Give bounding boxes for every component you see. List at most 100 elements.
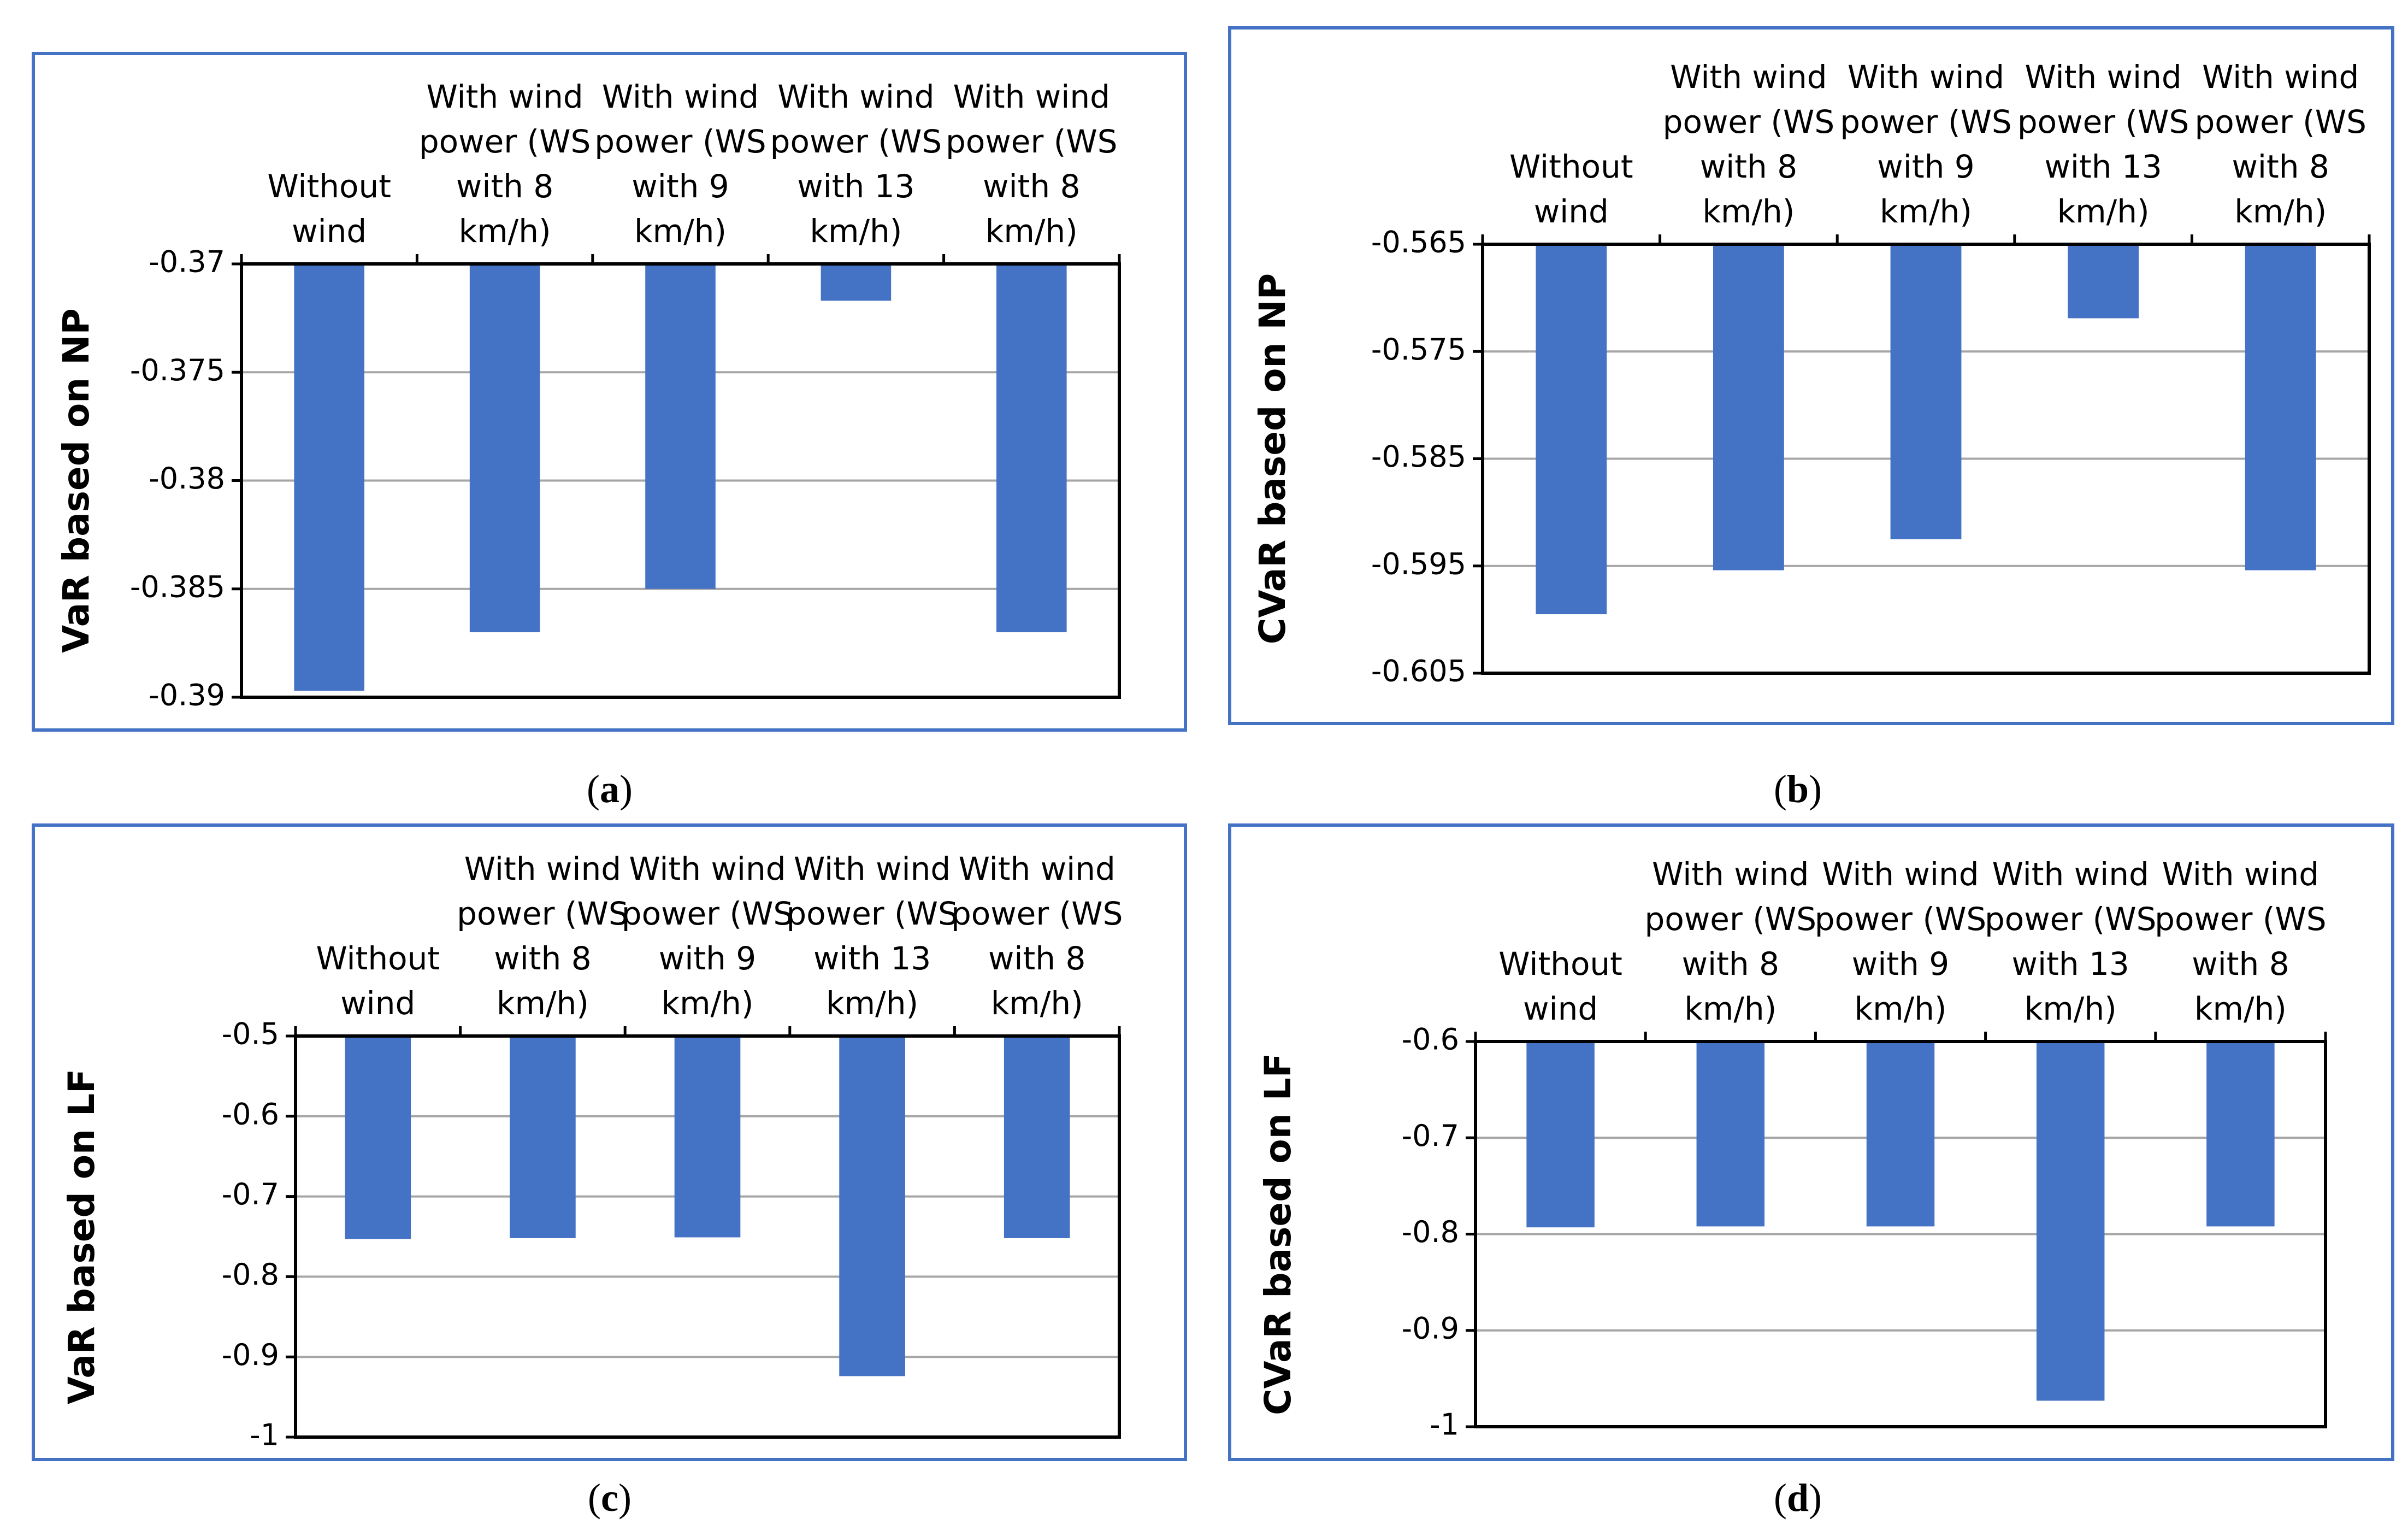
category-label-line: with 13 <box>797 168 914 205</box>
category-label-line: With wind <box>777 78 934 115</box>
category-label: With wind power (WS with 8 km/h) <box>1663 58 1835 230</box>
category-label-line: With wind <box>953 78 1110 115</box>
category-label-line: With wind <box>426 78 583 115</box>
bar-4 <box>2068 244 2139 319</box>
category-label: Without wind <box>1509 148 1633 230</box>
category-label-line: with 9 <box>1877 148 1974 185</box>
y-tick-label: -0.39 <box>149 678 225 713</box>
category-label-line: power (WS <box>951 895 1123 932</box>
y-axis-title: VaR based on LF <box>61 1069 103 1404</box>
category-label-line: With wind <box>1992 856 2149 893</box>
bar-4 <box>2036 1041 2105 1401</box>
category-label-line: with 8 <box>494 940 591 977</box>
y-tick-label: -0.605 <box>1371 654 1466 688</box>
y-tick-label: -0.9 <box>222 1338 279 1372</box>
y-axis-title: CVaR based on NP <box>1252 273 1294 644</box>
bar-4 <box>821 264 892 301</box>
category-label-line: power (WS <box>2194 103 2366 140</box>
category-label-line: with 8 <box>988 940 1085 977</box>
bar-2 <box>1696 1041 1765 1227</box>
bar-5 <box>996 264 1067 633</box>
category-label-line: with 8 <box>2232 148 2329 185</box>
category-label: With wind power (WS with 13 km/h) <box>770 78 942 250</box>
category-label: With wind power (WS with 9 km/h) <box>594 78 766 250</box>
y-tick-label: -0.38 <box>149 461 225 496</box>
category-label-line: power (WS <box>457 895 629 932</box>
category-label-line: km/h) <box>2057 193 2150 230</box>
category-label-line: With wind <box>1652 856 1809 893</box>
category-label-line: km/h) <box>1702 193 1795 230</box>
category-label: With wind power (WS with 8 km/h) <box>951 850 1123 1022</box>
y-axis-title: VaR based on NP <box>55 308 97 653</box>
category-label: With wind power (WS with 9 km/h) <box>1840 58 2012 230</box>
caption-d: (d) <box>1773 1476 1822 1520</box>
y-tick-label: -0.6 <box>1402 1022 1459 1057</box>
category-label-line: km/h) <box>1854 990 1946 1027</box>
caption-a-letter: a <box>600 767 619 811</box>
y-tick-label: -0.565 <box>1371 225 1466 260</box>
chart-panel-d: -0.6 -0.7 -0.8 -0.9 -1 Without wind With wind po… <box>1228 823 2394 1461</box>
category-label-line: Without <box>1509 148 1633 185</box>
bar-5 <box>2206 1041 2275 1227</box>
chart-svg-b: -0.565 -0.575 -0.585 -0.595 -0.605 Without win… <box>1252 58 2371 688</box>
bar-2 <box>1713 244 1784 570</box>
bar-1 <box>1536 244 1607 615</box>
caption-b: (b) <box>1773 767 1822 811</box>
category-label-line: km/h) <box>459 213 551 250</box>
category-label-line: km/h) <box>2234 193 2327 230</box>
category-label-line: km/h) <box>985 213 1078 250</box>
category-label-line: km/h) <box>661 985 753 1022</box>
bar-5 <box>1004 1036 1070 1238</box>
caption-c: (c) <box>588 1476 631 1520</box>
y-tick-label: -0.6 <box>222 1097 279 1131</box>
category-label-line: wind <box>292 213 367 250</box>
y-tick-label: -0.385 <box>130 569 225 604</box>
category-label-line: with 8 <box>456 168 553 205</box>
category-label-line: power (WS <box>622 895 794 932</box>
y-tick-label: -0.8 <box>1402 1215 1459 1249</box>
category-label-line: With wind <box>794 850 951 887</box>
category-label-line: km/h) <box>2194 990 2287 1027</box>
caption-b-letter: b <box>1786 767 1809 811</box>
chart-panel-b: -0.565 -0.575 -0.585 -0.595 -0.605 Without win… <box>1228 26 2394 725</box>
category-label-line: With wind <box>629 850 786 887</box>
category-label: Without wind <box>1498 945 1622 1027</box>
category-label-line: Without <box>1498 945 1622 982</box>
category-label-line: Without <box>267 168 391 205</box>
category-label-line: km/h) <box>634 213 727 250</box>
category-label: Without wind <box>316 940 440 1022</box>
category-label-line: with 8 <box>983 168 1080 205</box>
category-label-line: power (WS <box>1645 901 1817 938</box>
bar-2 <box>469 264 540 633</box>
category-label: With wind power (WS with 8 km/h) <box>2155 856 2327 1027</box>
y-tick-label: -0.7 <box>1402 1119 1459 1153</box>
category-label-line: power (WS <box>594 123 766 160</box>
category-label: With wind power (WS with 9 km/h) <box>622 850 794 1022</box>
category-label-line: power (WS <box>2155 901 2327 938</box>
category-label-line: power (WS <box>786 895 958 932</box>
chart-svg-c: -0.5 -0.6 -0.7 -0.8 -0.9 -1 Without wind With wi… <box>61 850 1123 1452</box>
y-axis-title: CVaR based on LF <box>1257 1053 1299 1415</box>
category-label-line: with 8 <box>2192 945 2289 982</box>
category-label-line: wind <box>1534 193 1609 230</box>
bar-3 <box>645 264 716 589</box>
category-label-line: With wind <box>464 850 621 887</box>
y-tick-label: -0.9 <box>1402 1311 1459 1345</box>
bar-4 <box>839 1036 905 1376</box>
y-tick-label: -0.575 <box>1371 332 1466 367</box>
category-label-line: Without <box>316 940 440 977</box>
category-label-line: with 8 <box>1682 945 1779 982</box>
y-tick-label: -0.8 <box>222 1257 279 1292</box>
category-label-line: km/h) <box>826 985 918 1022</box>
caption-a: (a) <box>587 767 633 811</box>
category-label-line: power (WS <box>1663 103 1835 140</box>
caption-d-letter: d <box>1786 1476 1809 1520</box>
caption-c-letter: c <box>601 1476 618 1520</box>
bar-1 <box>1526 1041 1595 1228</box>
category-label: With wind power (WS with 13 km/h) <box>786 850 958 1022</box>
chart-panel-c: -0.5 -0.6 -0.7 -0.8 -0.9 -1 Without wind With wi… <box>32 823 1187 1461</box>
plot-area-border <box>294 1034 1121 1439</box>
chart-panel-a: -0.37 -0.375 -0.38 -0.385 -0.39 Without wind Wi… <box>32 52 1187 732</box>
category-label: With wind power (WS with 8 km/h) <box>2194 58 2366 230</box>
